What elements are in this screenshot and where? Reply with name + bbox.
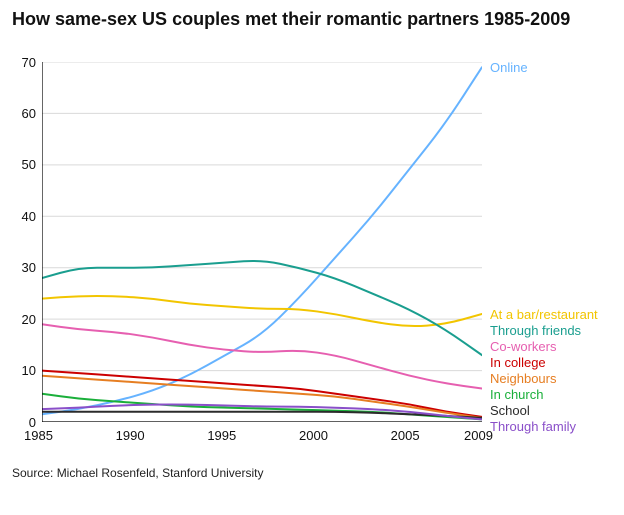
y-tick-label: 30: [22, 260, 36, 275]
y-tick-label: 40: [22, 209, 36, 224]
y-tick-label: 60: [22, 106, 36, 121]
y-tick-label: 50: [22, 157, 36, 172]
x-tick-label: 1985: [24, 428, 53, 443]
x-tick-label: 1995: [207, 428, 236, 443]
y-tick-label: 70: [22, 55, 36, 70]
series-label: In church: [490, 387, 543, 402]
series-label: Neighbours: [490, 371, 557, 386]
chart-source: Source: Michael Rosenfeld, Stanford Univ…: [12, 466, 263, 480]
series-label: Co-workers: [490, 339, 556, 354]
y-tick-label: 20: [22, 312, 36, 327]
chart-title: How same-sex US couples met their romant…: [12, 8, 614, 31]
series-label: School: [490, 403, 530, 418]
y-tick-label: 10: [22, 363, 36, 378]
x-tick-label: 2000: [299, 428, 328, 443]
x-tick-label: 2009: [464, 428, 493, 443]
chart-container: { "chart": { "type": "line", "title": "H…: [0, 0, 624, 515]
x-tick-label: 1990: [116, 428, 145, 443]
series-label: Through family: [490, 419, 576, 434]
chart-plot: [42, 62, 482, 422]
series-label: At a bar/restaurant: [490, 307, 598, 322]
series-label: Through friends: [490, 323, 581, 338]
series-label: In college: [490, 355, 546, 370]
x-tick-label: 2005: [391, 428, 420, 443]
series-label-online: Online: [490, 60, 528, 75]
